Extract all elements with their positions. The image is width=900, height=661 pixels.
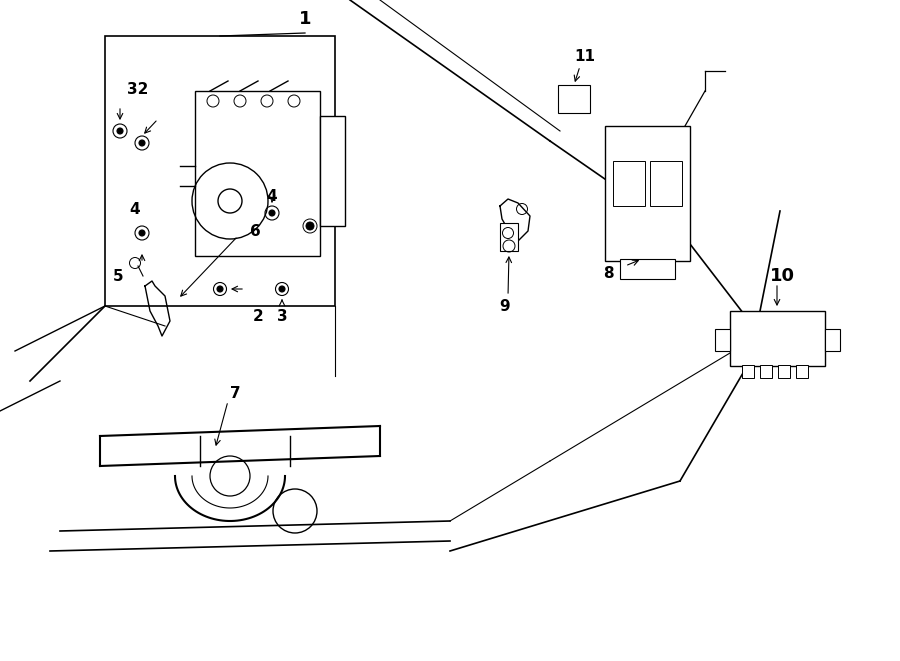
Circle shape	[279, 286, 285, 292]
Bar	[620, 259, 675, 279]
Text: 6: 6	[249, 223, 260, 239]
Bar	[760, 365, 772, 378]
Text: 8: 8	[603, 266, 613, 280]
Text: 5: 5	[112, 268, 123, 284]
Bar	[605, 126, 690, 261]
Bar	[320, 116, 345, 226]
Bar	[195, 91, 320, 256]
Circle shape	[217, 286, 223, 292]
Bar	[105, 36, 335, 306]
Text: 4: 4	[130, 202, 140, 217]
Bar	[825, 329, 840, 351]
Text: 3: 3	[276, 309, 287, 323]
Bar	[650, 161, 682, 206]
Text: 4: 4	[266, 188, 277, 204]
Bar	[558, 85, 590, 113]
Text: 32: 32	[127, 81, 148, 97]
Circle shape	[117, 128, 123, 134]
Text: 7: 7	[230, 385, 240, 401]
Bar	[613, 161, 645, 206]
Bar	[796, 365, 808, 378]
Text: 1: 1	[299, 10, 311, 28]
Bar	[730, 311, 825, 366]
Bar	[778, 365, 790, 378]
Bar	[715, 329, 730, 351]
Text: 11: 11	[574, 48, 596, 63]
Text: 2: 2	[253, 309, 264, 323]
Circle shape	[139, 230, 145, 236]
Circle shape	[269, 210, 275, 216]
Bar	[500, 223, 518, 251]
Circle shape	[139, 140, 145, 146]
Bar	[742, 365, 754, 378]
Text: 9: 9	[500, 299, 510, 313]
Text: 10: 10	[770, 267, 795, 285]
Circle shape	[306, 222, 314, 230]
